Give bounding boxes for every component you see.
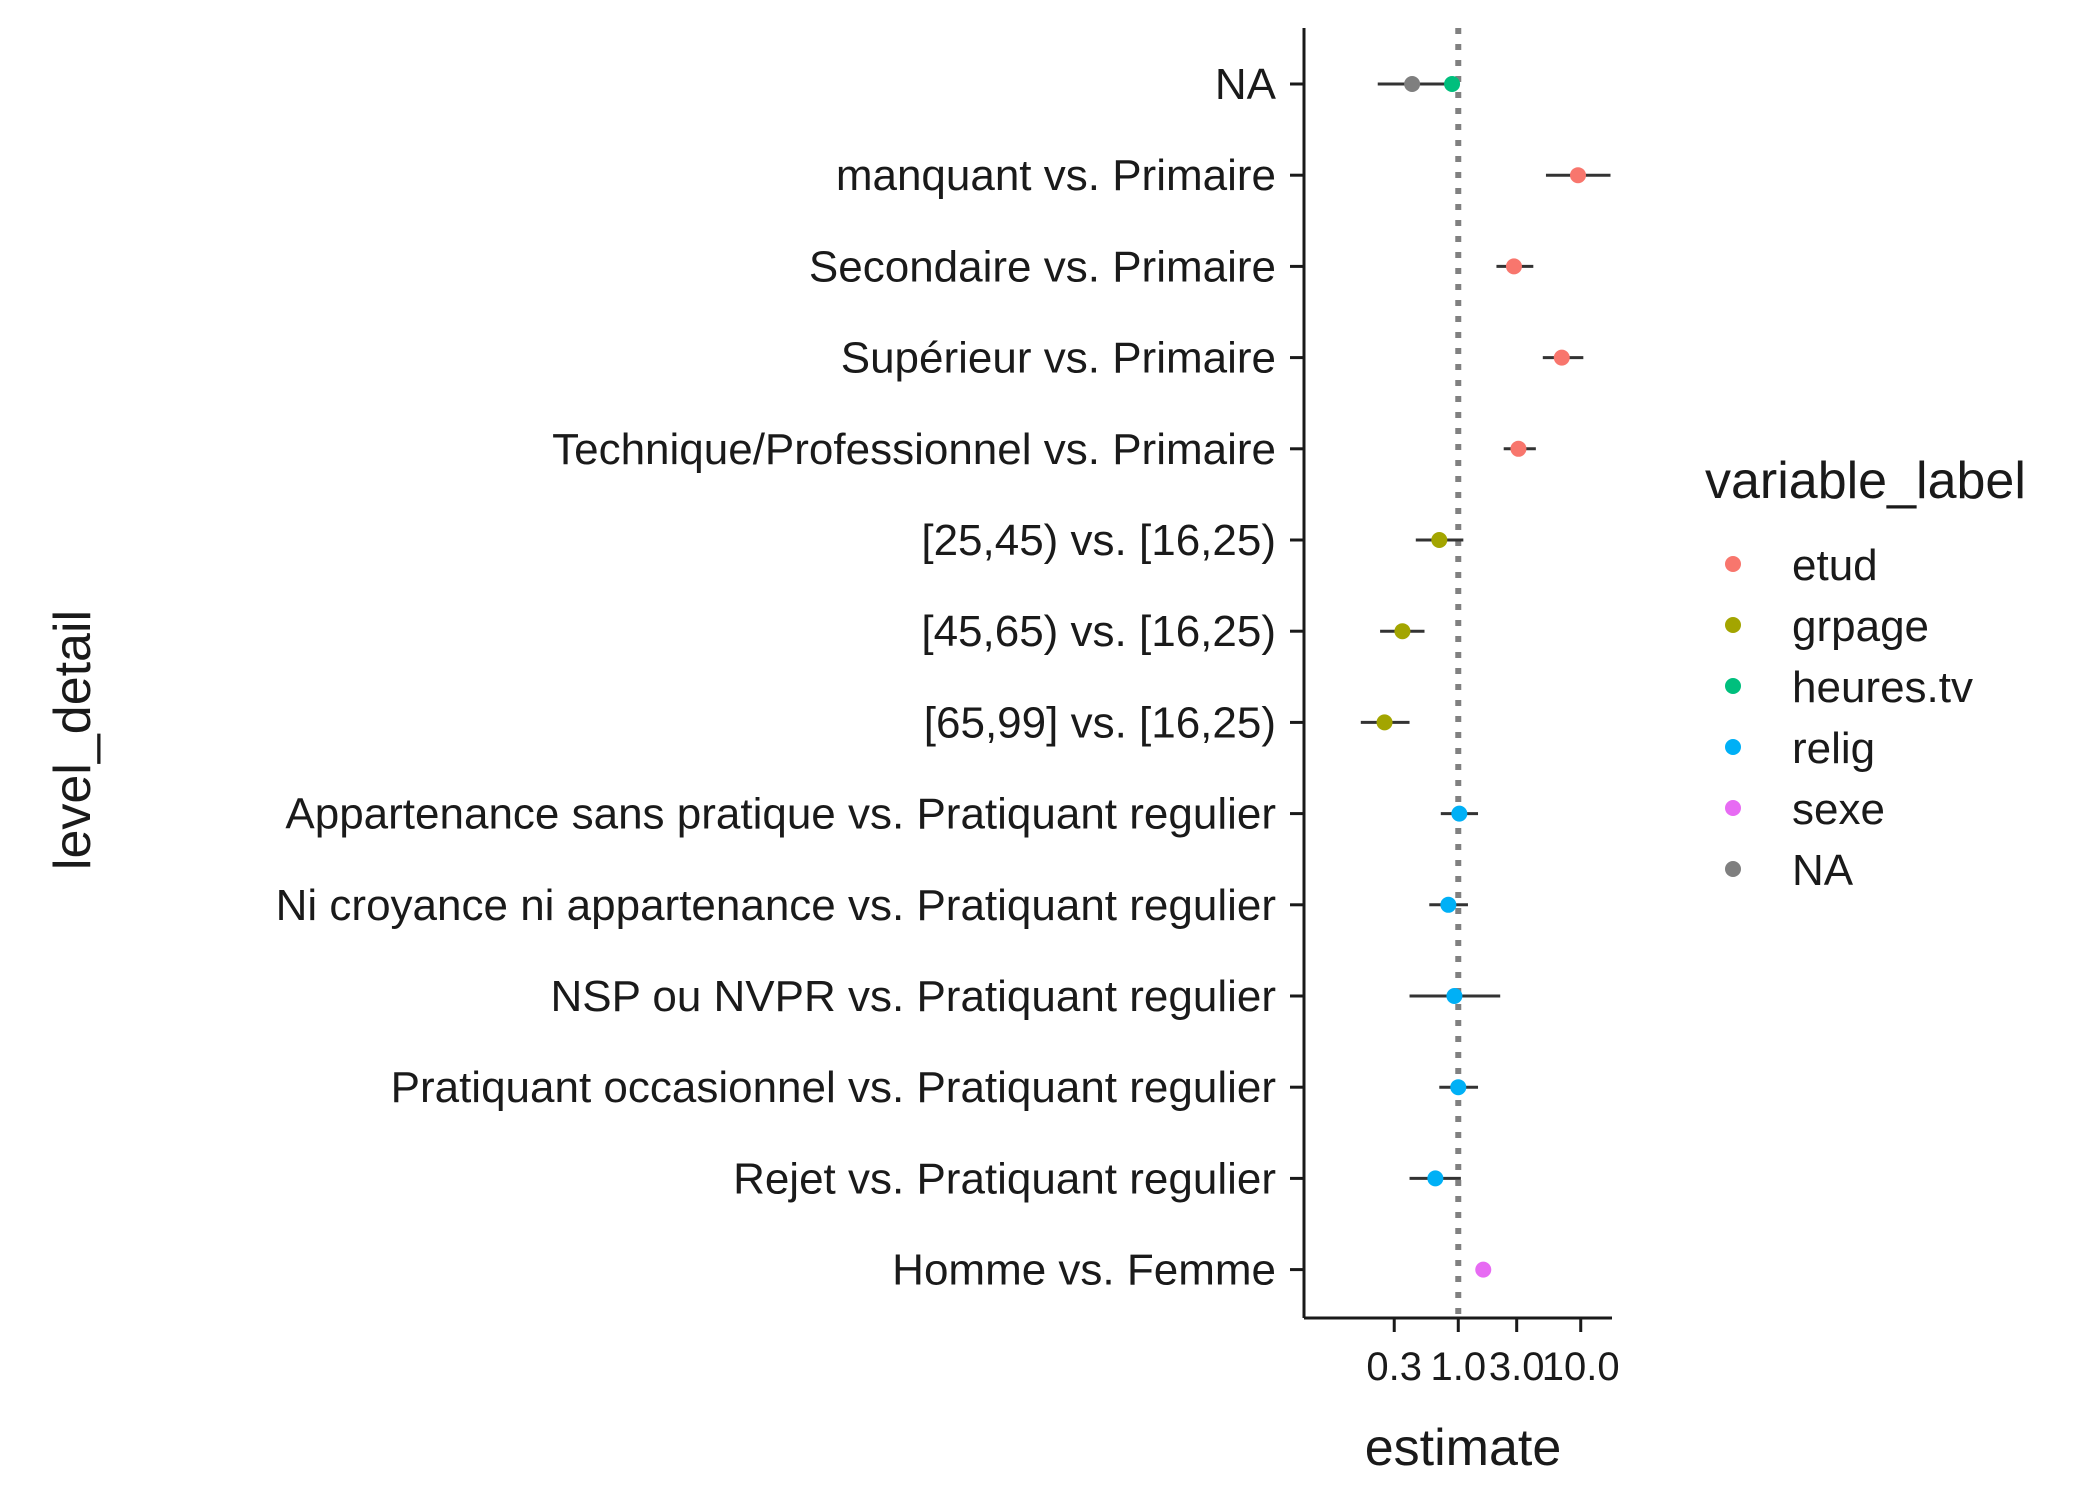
y-tick-label: [45,65) vs. [16,25) bbox=[921, 607, 1276, 656]
y-tick-label: Ni croyance ni appartenance vs. Pratiqua… bbox=[276, 881, 1276, 930]
y-tick-label: [65,99] vs. [16,25) bbox=[924, 698, 1276, 747]
legend-key bbox=[1725, 739, 1741, 755]
data-point bbox=[1431, 532, 1448, 548]
y-tick-label: Technique/Professionnel vs. Primaire bbox=[552, 425, 1276, 474]
legend-key bbox=[1725, 678, 1741, 694]
data-point bbox=[1510, 440, 1527, 457]
y-tick-label: [25,45) vs. [16,25) bbox=[921, 516, 1276, 565]
plot-panel: NA manquant vs. Primaire Secondaire vs. Pr… bbox=[276, 28, 1620, 1389]
legend-key bbox=[1725, 861, 1741, 877]
y-tick-label: NSP ou NVPR vs. Pratiquant regulier bbox=[550, 972, 1276, 1021]
legend-key bbox=[1725, 617, 1741, 633]
data-point bbox=[1570, 167, 1587, 184]
legend-label: sexe bbox=[1792, 785, 1885, 834]
data-point bbox=[1444, 76, 1461, 92]
data-point bbox=[1404, 76, 1421, 92]
legend-label: NA bbox=[1792, 846, 1854, 895]
y-axis-title: level_detail bbox=[44, 610, 102, 870]
y-tick-label: Secondaire vs. Primaire bbox=[809, 242, 1276, 291]
data-point bbox=[1475, 1261, 1492, 1278]
data-point bbox=[1505, 258, 1522, 275]
legend: variable_label etud grpage heures.tv relig s… bbox=[1705, 452, 2026, 895]
data-point bbox=[1427, 1170, 1444, 1187]
legend-label: heures.tv bbox=[1792, 663, 1973, 712]
data-point bbox=[1446, 988, 1463, 1004]
y-tick-label: Supérieur vs. Primaire bbox=[841, 334, 1276, 383]
y-tick-label: Rejet vs. Pratiquant regulier bbox=[733, 1154, 1276, 1203]
y-tick-label: Homme vs. Femme bbox=[892, 1246, 1276, 1295]
x-tick-label: 0.3 bbox=[1366, 1345, 1422, 1389]
data-point bbox=[1376, 714, 1393, 731]
legend-label: grpage bbox=[1792, 602, 1929, 651]
legend-label: etud bbox=[1792, 541, 1878, 590]
data-point bbox=[1394, 623, 1411, 640]
x-tick-label: 3.0 bbox=[1489, 1345, 1545, 1389]
data-point bbox=[1451, 805, 1468, 822]
legend-key bbox=[1725, 800, 1741, 816]
legend-label: relig bbox=[1792, 724, 1875, 773]
y-tick-label: Pratiquant occasionnel vs. Pratiquant re… bbox=[391, 1063, 1276, 1112]
legend-key bbox=[1725, 556, 1741, 572]
data-point bbox=[1440, 896, 1457, 913]
y-tick-label: Appartenance sans pratique vs. Pratiquan… bbox=[285, 790, 1276, 839]
x-tick-label: 10.0 bbox=[1542, 1345, 1620, 1389]
data-point bbox=[1450, 1079, 1467, 1096]
data-point bbox=[1553, 349, 1570, 366]
y-tick-label: NA bbox=[1215, 60, 1277, 109]
y-tick-label: manquant vs. Primaire bbox=[836, 151, 1276, 200]
x-tick-label: 1.0 bbox=[1430, 1345, 1486, 1389]
x-axis-title: estimate bbox=[1365, 1419, 1562, 1477]
legend-title: variable_label bbox=[1705, 452, 2026, 510]
